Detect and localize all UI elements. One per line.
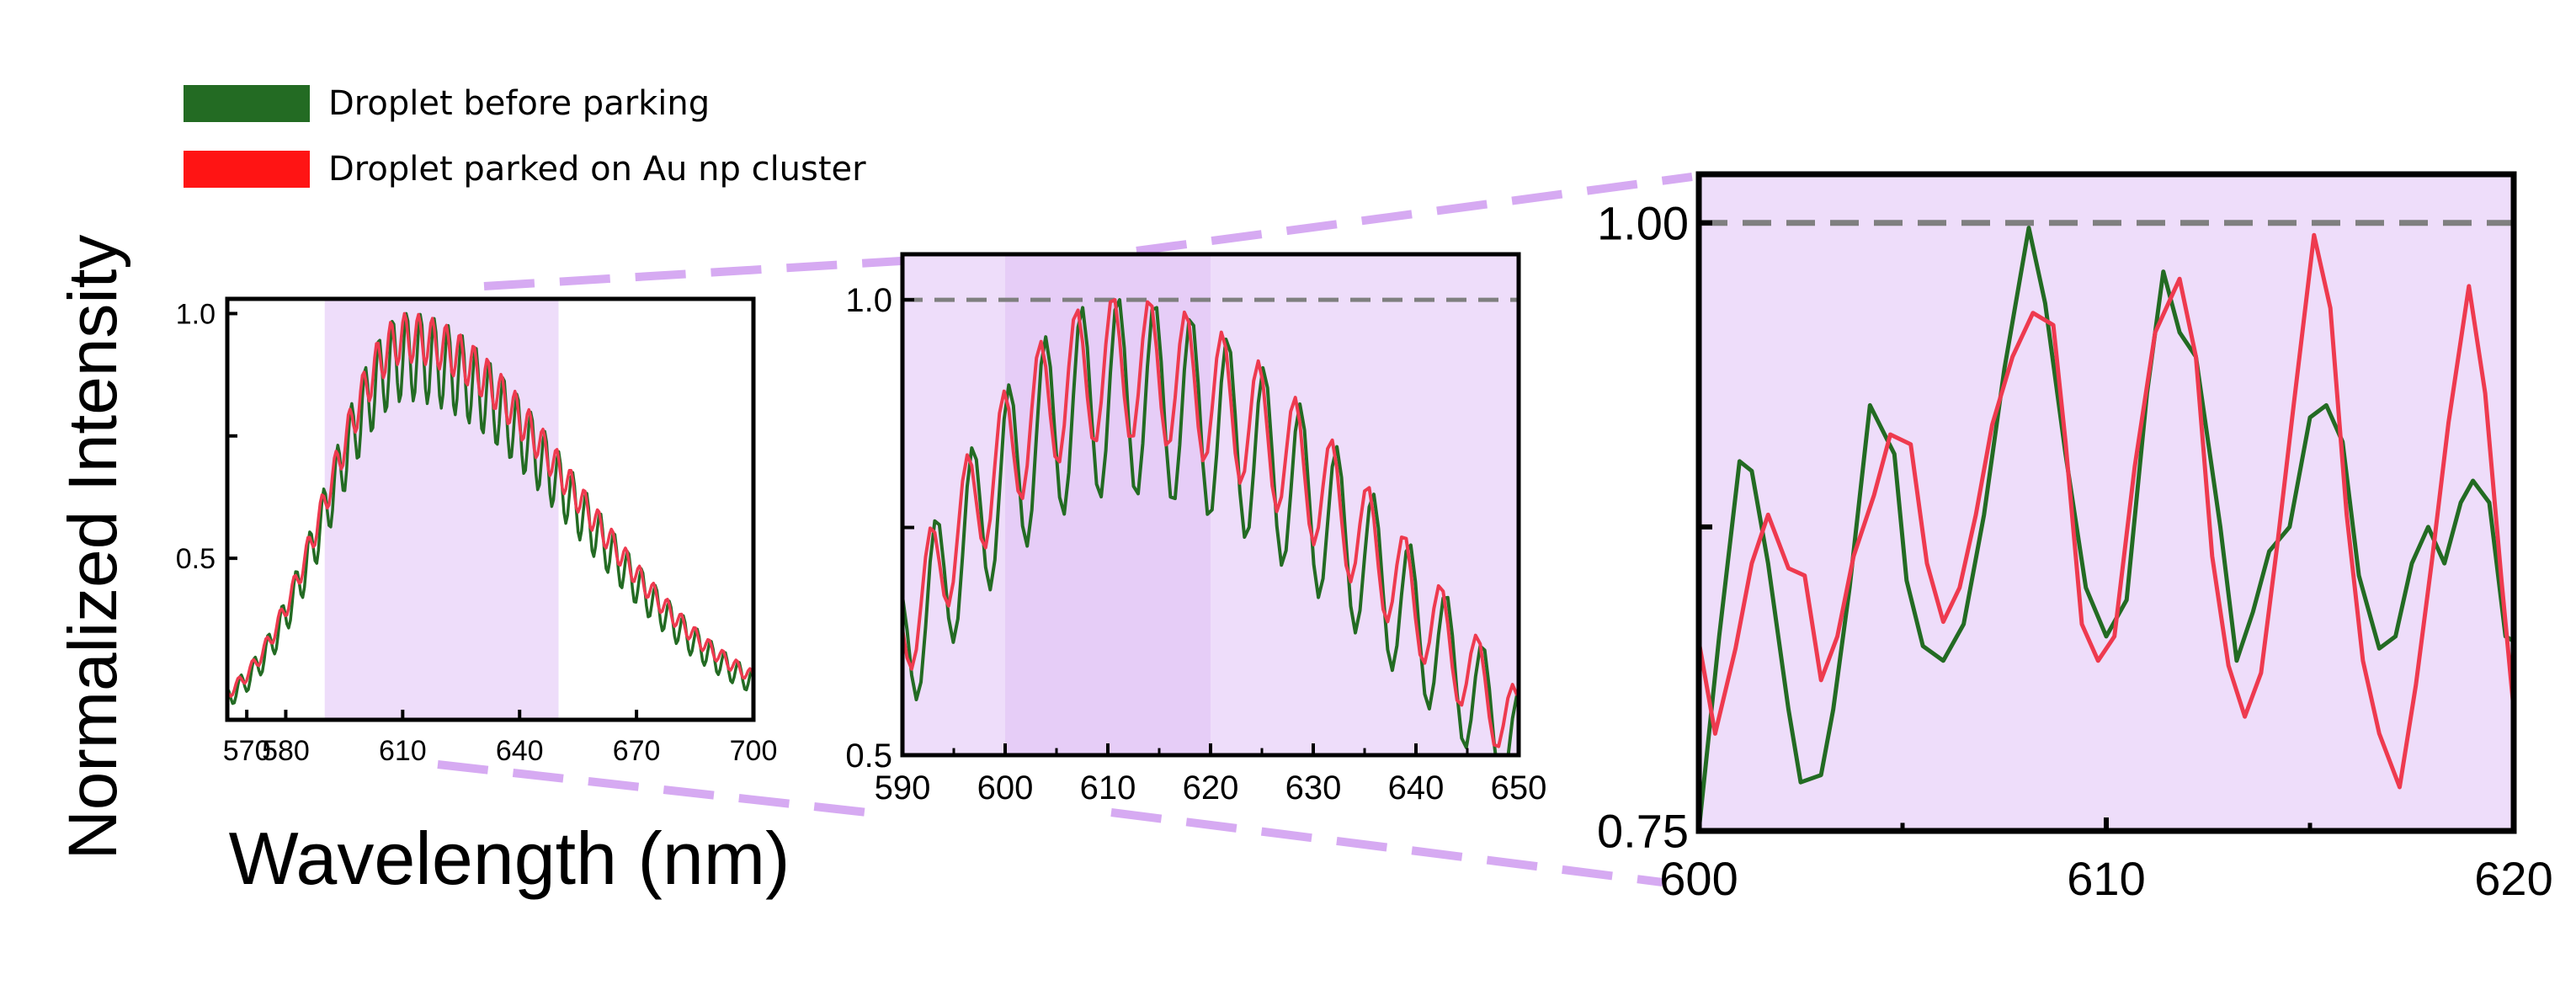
zoom-connectors [437,173,1693,886]
y-tick-label: 1.0 [176,298,216,330]
series-line-parked [902,298,1519,748]
legend: Droplet before parking Droplet parked on… [184,84,866,189]
zoom-line-left-top [483,257,902,290]
x-tick-label: 670 [613,735,661,767]
x-tick-label: 610 [2067,852,2145,905]
y-tick-label: 0.5 [845,737,892,775]
legend-swatch-before [184,85,310,122]
y-tick-label: 1.0 [845,282,892,319]
x-tick-label: 590 [875,769,931,807]
y-axis-title: Normalized Intensity [55,235,131,860]
legend-swatch-parked [184,151,310,188]
x-tick-label: 620 [1183,769,1239,807]
series-line-before [1699,226,2514,831]
series-line-parked [227,311,753,698]
panel-fine-zoom: 600 610 620 0.75 1.00 [1597,171,2553,905]
x-tick-label: 580 [262,735,310,767]
zoom-line-left-bottom [437,760,868,817]
series-line-parked [1699,232,2514,790]
x-tick-label: 600 [1659,852,1738,905]
y-tick-label: 1.00 [1597,196,1689,249]
y-tick-label: 0.5 [176,543,216,575]
zoom-line-right-top [1136,173,1693,255]
x-tick-label: 650 [1491,769,1547,807]
series-line-before [902,298,1519,755]
series-line-before [227,311,753,705]
x-tick-label: 570 [223,735,271,767]
x-tick-label: 600 [977,769,1034,807]
x-tick-label: 700 [730,735,778,767]
plot-background [1699,174,2514,831]
zoom-line-right-bottom [1110,808,1663,886]
x-axis-title: Wavelength (nm) [229,817,790,900]
x-tick-label: 640 [496,735,544,767]
legend-label-before: Droplet before parking [328,84,710,123]
legend-label-parked: Droplet parked on Au np cluster [328,150,866,189]
x-tick-label: 610 [1080,769,1136,807]
x-tick-label: 640 [1388,769,1445,807]
x-tick-label: 610 [379,735,427,767]
plot-frame [225,296,756,722]
x-tick-label: 630 [1285,769,1342,807]
x-tick-label: 620 [2474,852,2552,905]
panel-mid-zoom: 590 600 610 620 630 640 650 0.5 1.0 [845,252,1547,807]
highlight-band [324,299,559,720]
y-tick-label: 0.75 [1597,805,1689,858]
